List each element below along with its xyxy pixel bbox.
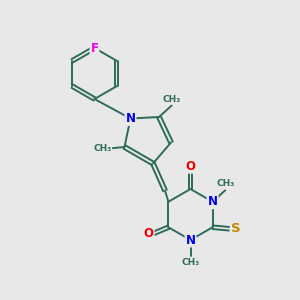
- Text: CH₃: CH₃: [182, 258, 200, 267]
- Text: N: N: [208, 195, 218, 208]
- Text: F: F: [91, 41, 98, 55]
- Text: S: S: [231, 222, 241, 235]
- Text: CH₃: CH₃: [93, 144, 111, 153]
- Text: N: N: [185, 233, 196, 247]
- Text: O: O: [144, 227, 154, 240]
- Text: CH₃: CH₃: [163, 94, 181, 103]
- Text: N: N: [125, 112, 136, 125]
- Text: O: O: [185, 160, 196, 173]
- Text: CH₃: CH₃: [216, 179, 234, 188]
